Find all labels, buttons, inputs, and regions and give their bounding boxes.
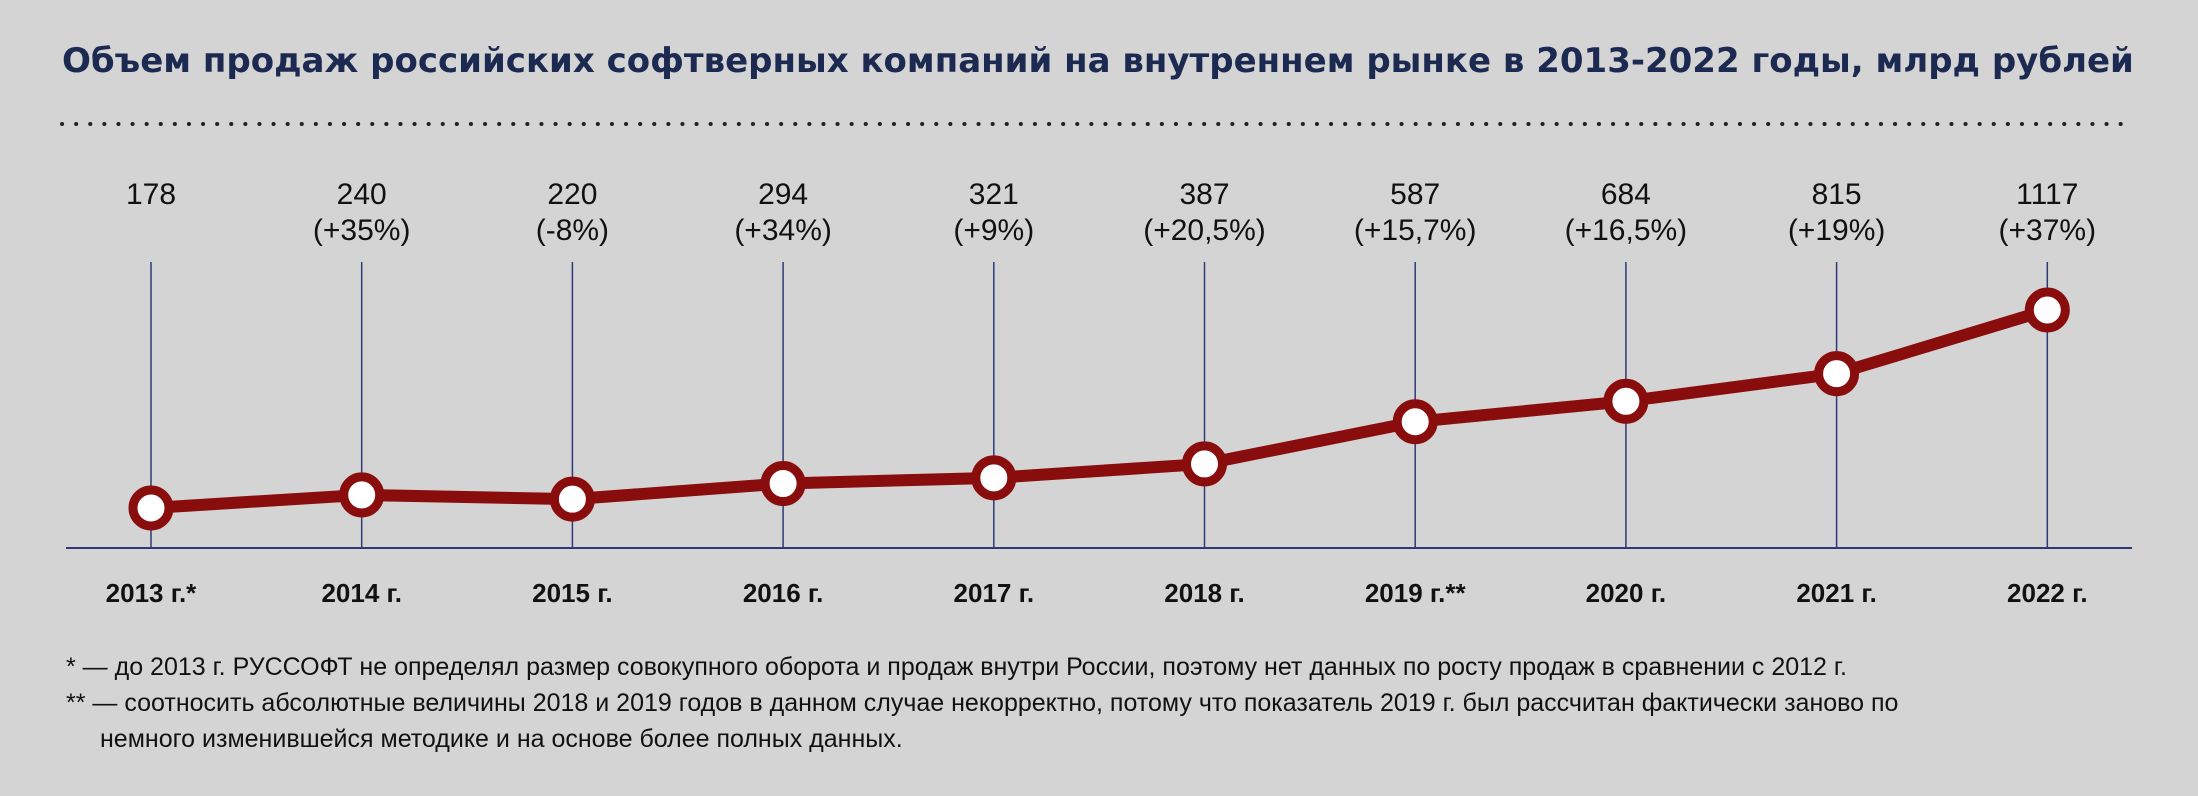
data-point-3 <box>760 461 806 507</box>
chart-title: Объем продаж российских софтверных компа… <box>62 41 2134 81</box>
change-label-7: (+16,5%) <box>1565 214 1688 247</box>
series-line-layer <box>145 304 2054 514</box>
data-point-1 <box>339 472 385 518</box>
x-tick-label-9: 2022 г. <box>2007 578 2088 608</box>
x-tick-label-0: 2013 г.* <box>106 578 198 608</box>
x-tick-label-5: 2018 г. <box>1164 578 1245 608</box>
data-point-6 <box>1392 399 1438 445</box>
footnotes: * — до 2013 г. РУССОФТ не определял разм… <box>66 653 1898 753</box>
data-point-0 <box>128 485 174 531</box>
data-point-7 <box>1603 378 1649 424</box>
change-label-9: (+37%) <box>1999 214 2097 247</box>
footnote-1: * — до 2013 г. РУССОФТ не определял разм… <box>66 653 1847 681</box>
series-line <box>145 304 2054 514</box>
data-point-2 <box>549 476 595 522</box>
change-label-2: (-8%) <box>536 214 609 247</box>
value-label-8: 815 <box>1812 178 1862 211</box>
data-points-layer <box>128 287 2070 531</box>
data-point-5 <box>1182 441 1227 487</box>
value-label-6: 587 <box>1390 178 1440 211</box>
x-tick-label-6: 2019 г.** <box>1365 578 1467 608</box>
value-label-5: 387 <box>1179 178 1229 211</box>
data-point-8 <box>1814 351 1860 397</box>
x-tick-label-3: 2016 г. <box>743 578 824 608</box>
change-label-4: (+9%) <box>953 214 1034 247</box>
value-label-7: 684 <box>1601 178 1651 211</box>
footnote-2-continued: немного изменившейся методике и на основ… <box>100 725 903 753</box>
change-label-1: (+35%) <box>313 214 411 247</box>
vertical-gridlines <box>150 262 2049 548</box>
x-tick-label-4: 2017 г. <box>954 578 1035 608</box>
change-label-8: (+19%) <box>1788 214 1886 247</box>
x-tick-label-1: 2014 г. <box>321 578 402 608</box>
value-label-3: 294 <box>758 178 808 211</box>
x-tick-label-8: 2021 г. <box>1796 578 1877 608</box>
value-label-1: 240 <box>337 178 387 211</box>
value-label-0: 178 <box>126 178 176 211</box>
value-label-4: 321 <box>969 178 1019 211</box>
footnote-2: ** — соотносить абсолютные величины 2018… <box>66 689 1898 717</box>
change-label-3: (+34%) <box>734 214 832 247</box>
value-label-9: 1117 <box>2016 178 2078 211</box>
data-point-4 <box>971 455 1017 501</box>
change-label-5: (+20,5%) <box>1143 214 1266 247</box>
x-tick-label-7: 2020 г. <box>1586 578 1667 608</box>
value-label-2: 220 <box>547 178 597 211</box>
x-tick-labels-layer: 2013 г.* 2014 г. 2015 г. 2016 г. 2017 г. 2018… <box>106 578 2088 608</box>
value-labels-layer: 178 240(+35%) 220(-8%) 294(+34%) 321(+9%) 387… <box>126 178 2096 247</box>
data-point-9 <box>2024 287 2070 333</box>
change-label-6: (+15,7%) <box>1354 214 1477 247</box>
x-tick-label-2: 2015 г. <box>532 578 613 608</box>
